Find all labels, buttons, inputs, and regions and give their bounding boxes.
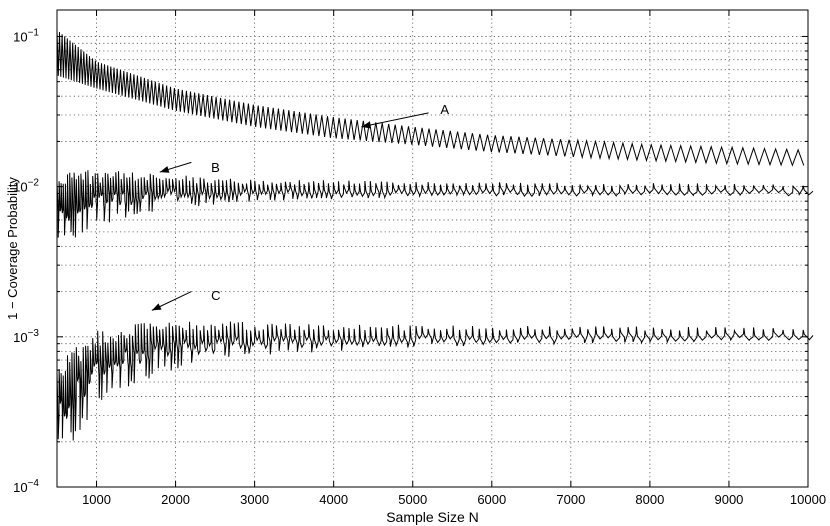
x-tick-label: 10000 [790, 492, 826, 507]
series-line-1 [56, 30, 805, 167]
annotation-label: C [211, 288, 220, 303]
axis-ticks: 1000 2000 3000 4000 5000 6000 7000 8000 9000 1000… [13, 10, 826, 507]
annotation-label: A [440, 102, 449, 117]
x-tick-label: 7000 [556, 492, 585, 507]
annotations: A B C [151, 102, 449, 311]
x-tick-label: 3000 [240, 492, 269, 507]
annotation-label: B [211, 160, 220, 175]
x-tick-label: 6000 [477, 492, 506, 507]
annotation-arrowhead [151, 303, 162, 311]
series-line-3 [56, 321, 814, 441]
x-tick-label: 4000 [319, 492, 348, 507]
annotation-arrow [361, 112, 429, 128]
plot-area-frame [56, 9, 809, 488]
y-tick-label: 10−4 [13, 478, 39, 495]
annotation-arrowhead [159, 166, 170, 173]
y-tick-label: 10−2 [13, 178, 39, 195]
x-tick-label: 1000 [82, 492, 111, 507]
series-group [56, 30, 814, 441]
x-tick-label: 2000 [161, 492, 190, 507]
y-tick-label: 10−1 [13, 27, 39, 44]
annotation-arrowhead [361, 121, 371, 129]
x-tick-label: 9000 [714, 492, 743, 507]
y-tick-label: 10−3 [13, 328, 39, 345]
x-tick-label: 5000 [398, 492, 427, 507]
y-axis-label: 1 − Coverage Probability [5, 177, 20, 320]
x-axis-label: Sample Size N [386, 509, 479, 525]
series-line-2 [56, 170, 814, 238]
x-tick-label: 8000 [635, 492, 664, 507]
